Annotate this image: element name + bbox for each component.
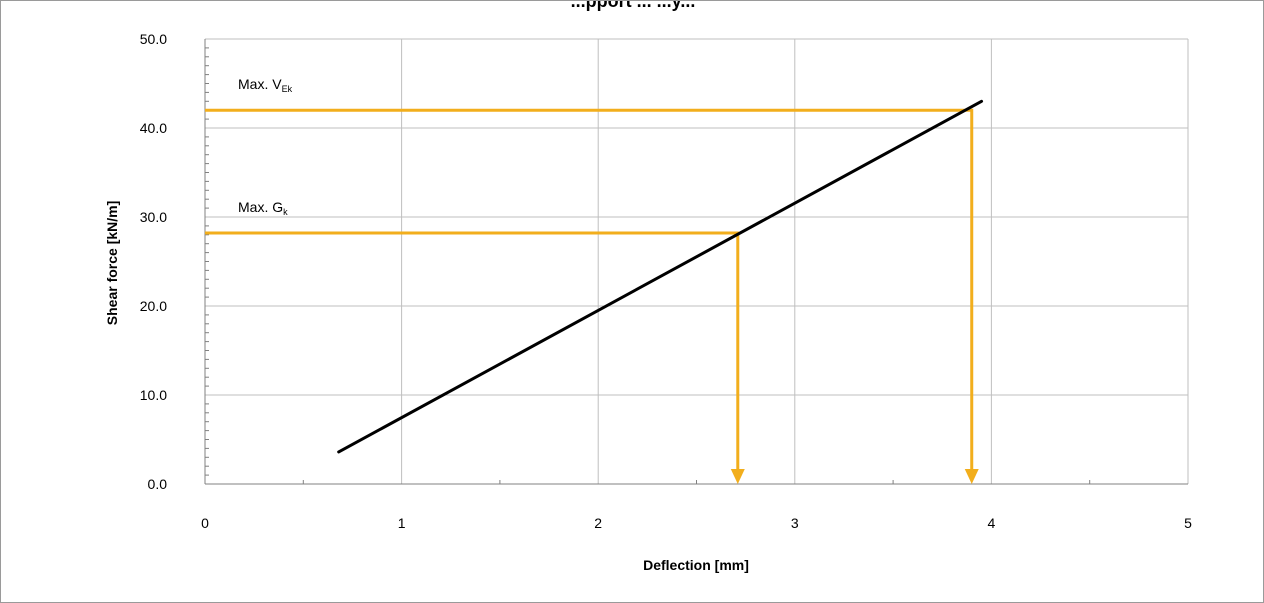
- annotation-subscript-1: k: [283, 207, 288, 217]
- x-tick-label: 5: [1184, 515, 1192, 531]
- y-tick-label: 0.0: [148, 476, 168, 492]
- x-tick-label: 4: [988, 515, 996, 531]
- annotation-label-0: Max. VEk: [238, 76, 293, 94]
- x-tick-label: 0: [201, 515, 209, 531]
- x-tick-label: 2: [594, 515, 602, 531]
- y-tick-label: 40.0: [140, 120, 167, 136]
- guide-arrow-0: [964, 469, 979, 484]
- annotation-label-1: Max. Gk: [238, 199, 288, 217]
- grid-layer: [205, 38, 1189, 484]
- x-axis-title: Deflection [mm]: [643, 557, 749, 573]
- chart-title: ...pport ... ...y...: [571, 1, 696, 11]
- x-tick-labels: 0 1 2 3 4 5: [201, 515, 1192, 531]
- y-tick-label: 20.0: [140, 298, 167, 314]
- annotation-layer: Max. VEk Max. Gk: [238, 76, 293, 217]
- y-tick-labels: 0.0 10.0 20.0 30.0 40.0 50.0: [140, 31, 167, 492]
- y-tick-label: 10.0: [140, 387, 167, 403]
- annotation-subscript-0: Ek: [282, 84, 293, 94]
- series-line-0: [337, 99, 984, 454]
- y-tick-label: 30.0: [140, 209, 167, 225]
- y-axis-title: Shear force [kN/m]: [104, 201, 120, 325]
- x-tick-label: 3: [791, 515, 799, 531]
- x-tick-label: 1: [398, 515, 406, 531]
- series-layer: [337, 99, 984, 454]
- y-tick-label: 50.0: [140, 31, 167, 47]
- guide-line-0: [205, 108, 974, 474]
- guide-arrow-1: [730, 469, 745, 484]
- guide-line-1: [205, 231, 740, 474]
- axis-layer: [204, 39, 1188, 485]
